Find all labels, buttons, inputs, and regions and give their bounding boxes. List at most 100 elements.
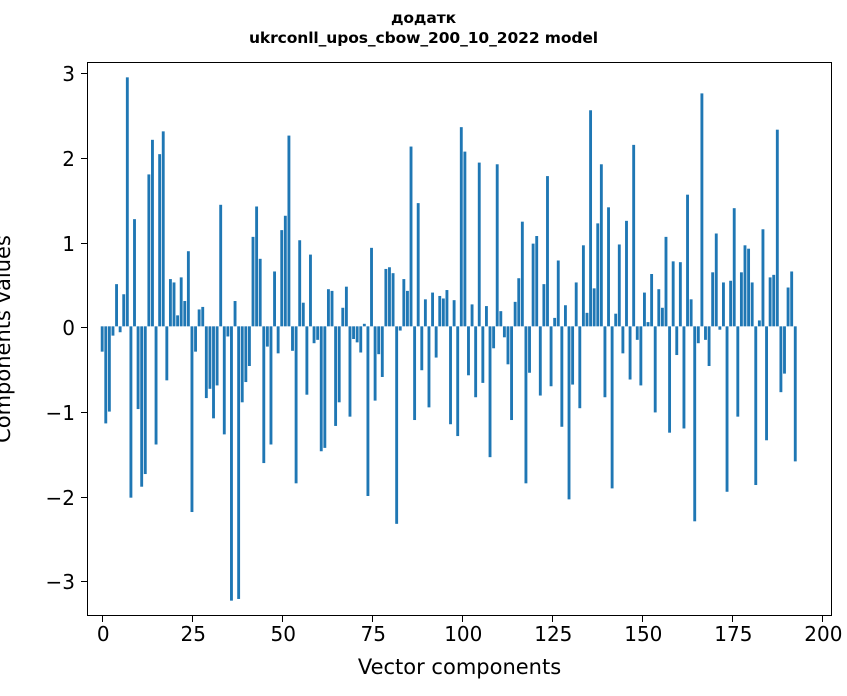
bar [133,219,136,327]
bar [190,326,194,513]
bar [459,127,463,327]
y-axis-label: Components values [0,235,15,443]
bar [467,326,470,376]
bar [481,326,485,383]
bar [276,326,280,354]
bar [255,206,259,327]
bar [319,326,323,452]
x-tick-label: 75 [360,622,386,646]
bar [194,326,197,352]
x-tick: 100 [444,615,482,644]
y-tick: 3 [62,64,88,84]
bar [772,274,776,327]
bar [118,326,122,333]
bar [470,304,474,327]
bar [413,326,417,421]
bar [352,326,356,339]
bar [528,326,531,373]
bar [298,240,302,327]
bar [111,326,115,336]
bar [251,236,255,327]
x-tick: 175 [714,615,752,644]
x-tick-label: 200 [804,622,843,646]
bar [305,326,309,395]
bar [485,306,488,327]
bar [176,315,180,327]
bar [531,243,535,327]
x-tick: 50 [271,615,296,644]
bar [510,326,514,421]
bar [761,229,765,327]
bar [754,326,758,486]
bar [107,326,111,412]
x-axis-label: Vector components [357,655,562,679]
bar [247,326,251,367]
bar [747,248,751,327]
bar [765,326,768,441]
chart-title-line-2: ukrconll_upos_cbow_200_10_2022 model [248,29,599,47]
bar [739,272,743,327]
bar [183,301,187,327]
bar [416,203,420,327]
plot-axes: −3 −2 −1 0 1 2 3 0 25 50 75 100 125 150 175 200 [46,62,842,644]
bar [546,176,549,327]
bar [391,273,395,327]
bar [783,326,786,374]
bar [237,326,241,599]
bar [660,307,664,327]
bar [197,309,201,327]
bar [517,278,521,327]
bar [240,326,244,403]
x-tick-label: 125 [534,622,573,646]
bar [434,326,438,358]
bar [499,311,503,327]
bar [294,326,298,484]
bar [671,261,675,327]
bar [219,204,223,327]
bar [409,146,413,327]
bar [366,326,370,496]
bar [603,326,607,398]
bar [520,221,524,327]
bar [535,236,539,327]
bar [233,301,237,327]
bar [786,287,790,327]
bar [732,208,736,327]
bar [574,282,578,327]
bar [165,326,169,381]
x-tick: 75 [361,615,386,644]
bar [452,300,456,327]
bar [589,110,593,327]
y-tick: 0 [62,318,88,338]
bar [441,298,445,327]
bar [172,282,176,327]
chart-title-line-1: додатк [390,9,457,27]
bar [524,326,528,484]
bar [700,93,704,327]
bar [334,326,338,426]
bar [653,326,657,413]
bar [330,290,334,327]
bar [607,207,610,327]
bar [664,236,668,327]
bar [212,326,215,419]
bar [323,326,327,448]
bar [635,326,639,340]
bar [463,151,467,327]
bar [790,271,794,327]
bar [689,299,693,327]
bar [456,326,460,437]
bar [477,162,481,327]
x-tick-label: 100 [444,622,483,646]
x-tick-label: 150 [624,622,663,646]
bar [355,326,359,343]
bar [405,290,409,327]
y-tick-label: 3 [62,62,75,87]
bar [423,299,427,327]
y-tick-label: −3 [45,570,75,595]
chart-title: додатк ukrconll_upos_cbow_200_10_2022 mo… [0,8,847,48]
bar [316,326,320,340]
x-tick-label: 50 [270,622,296,646]
bar [258,258,262,327]
